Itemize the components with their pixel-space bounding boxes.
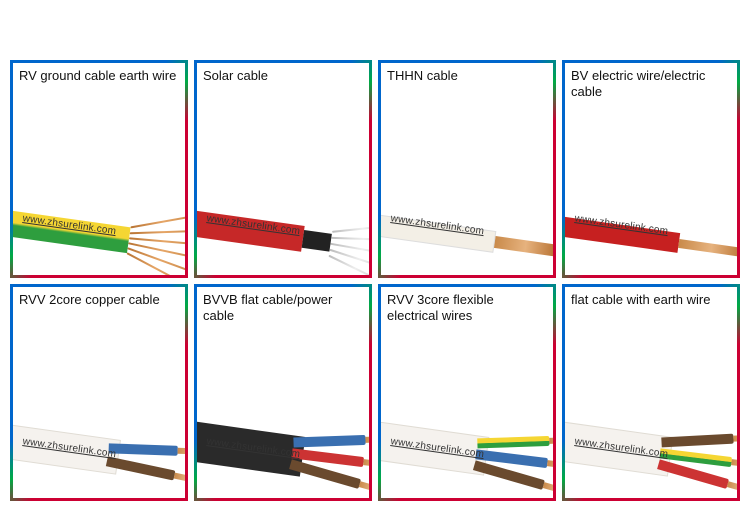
card-title: flat cable with earth wire (571, 292, 731, 308)
card-title: RVV 2core copper cable (19, 292, 179, 308)
card-title: THHN cable (387, 68, 547, 84)
card-title: Solar cable (203, 68, 363, 84)
cable-illustration: www.zhsurelink.com (13, 287, 185, 499)
cable-grid: RV ground cable earth wire www.zhsurelin… (10, 60, 740, 501)
card-flat-earth: flat cable with earth wire www.zhsurelin… (562, 284, 740, 502)
card-bv: BV electric wire/electric cable www.zhsu… (562, 60, 740, 278)
card-rv-ground: RV ground cable earth wire www.zhsurelin… (10, 60, 188, 278)
card-title: RVV 3core flexible electrical wires (387, 292, 547, 325)
card-rvv-2core: RVV 2core copper cable www.zhsurelink.co… (10, 284, 188, 502)
cable-illustration: www.zhsurelink.com (565, 287, 737, 499)
card-bvvb-flat: BVVB flat cable/power cable www.zhsureli… (194, 284, 372, 502)
card-title: RV ground cable earth wire (19, 68, 179, 84)
card-rvv-3core: RVV 3core flexible electrical wires www.… (378, 284, 556, 502)
cable-illustration: www.zhsurelink.com (13, 63, 185, 275)
cable-illustration: www.zhsurelink.com (381, 63, 553, 275)
card-title: BV electric wire/electric cable (571, 68, 731, 101)
card-title: BVVB flat cable/power cable (203, 292, 363, 325)
card-solar: Solar cable www.zhsurelink.com (194, 60, 372, 278)
cable-illustration: www.zhsurelink.com (197, 63, 369, 275)
card-thhn: THHN cable www.zhsurelink.com (378, 60, 556, 278)
